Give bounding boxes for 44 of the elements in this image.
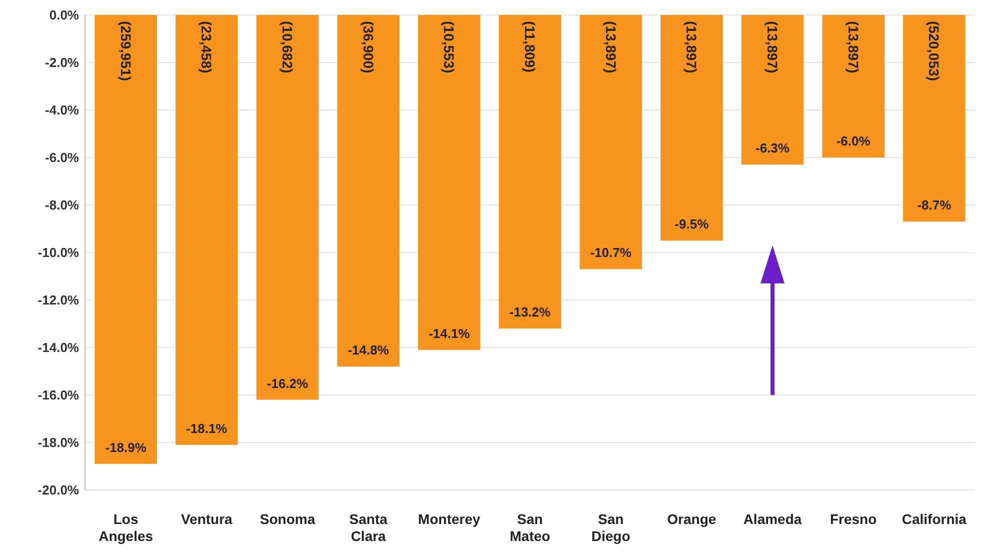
data-label: -6.3% [756, 140, 790, 156]
y-tick-label: -6.0% [45, 150, 80, 165]
data-label: -16.2% [266, 376, 309, 391]
x-tick-label: California [902, 511, 967, 527]
data-label: -9.5% [674, 216, 710, 232]
annotation: (259,951) [118, 21, 134, 81]
data-label: -18.9% [105, 440, 147, 455]
y-tick-label: -12.0% [38, 292, 80, 308]
x-tick-label: Monterey [418, 511, 480, 527]
annotation: (10,553) [441, 21, 458, 74]
annotation: (11,809) [522, 21, 538, 72]
y-tick-label: 0.0% [49, 8, 80, 22]
y-tick-label: -16.0% [38, 388, 80, 402]
x-tick-label: Sonoma [260, 511, 316, 527]
y-tick-label: -2.0% [45, 55, 80, 70]
annotation: (13,897) [684, 21, 700, 74]
x-tick-label: Ventura [180, 511, 233, 527]
y-tick-label: -8.0% [45, 198, 80, 212]
data-label: -18.1% [186, 420, 228, 436]
annotation: (13,897) [845, 21, 862, 74]
x-tick-label: San Diego [591, 511, 630, 544]
annotation: (23,458) [198, 21, 215, 74]
data-label: -8.7% [917, 198, 952, 213]
y-tick-label: -14.0% [38, 340, 80, 355]
annotation: (520,053) [926, 21, 942, 81]
y-tick-label: -10.0% [38, 245, 80, 260]
y-tick-label: -20.0% [38, 482, 80, 498]
annotation: (36,900) [360, 21, 376, 74]
y-tick-label: -18.0% [38, 435, 80, 450]
data-label: -14.8% [348, 342, 390, 358]
data-label: -10.7% [590, 245, 632, 260]
x-tick-label: San Mateo [510, 511, 550, 544]
x-tick-label: Santa Clara [349, 511, 388, 544]
data-label: -13.2% [509, 304, 552, 320]
x-tick-label: Orange [667, 511, 716, 527]
y-tick-label: -4.0% [45, 102, 80, 118]
data-label: -6.0% [836, 134, 871, 148]
annotation: (10,682) [279, 21, 296, 74]
data-label: -14.1% [428, 326, 470, 341]
x-tick-label: Los Angeles [98, 511, 154, 544]
x-tick-label: Fresno [830, 511, 877, 527]
annotation: (13,897) [764, 21, 781, 74]
x-tick-label: Alameda [743, 511, 802, 527]
annotation: (13,897) [602, 21, 619, 74]
